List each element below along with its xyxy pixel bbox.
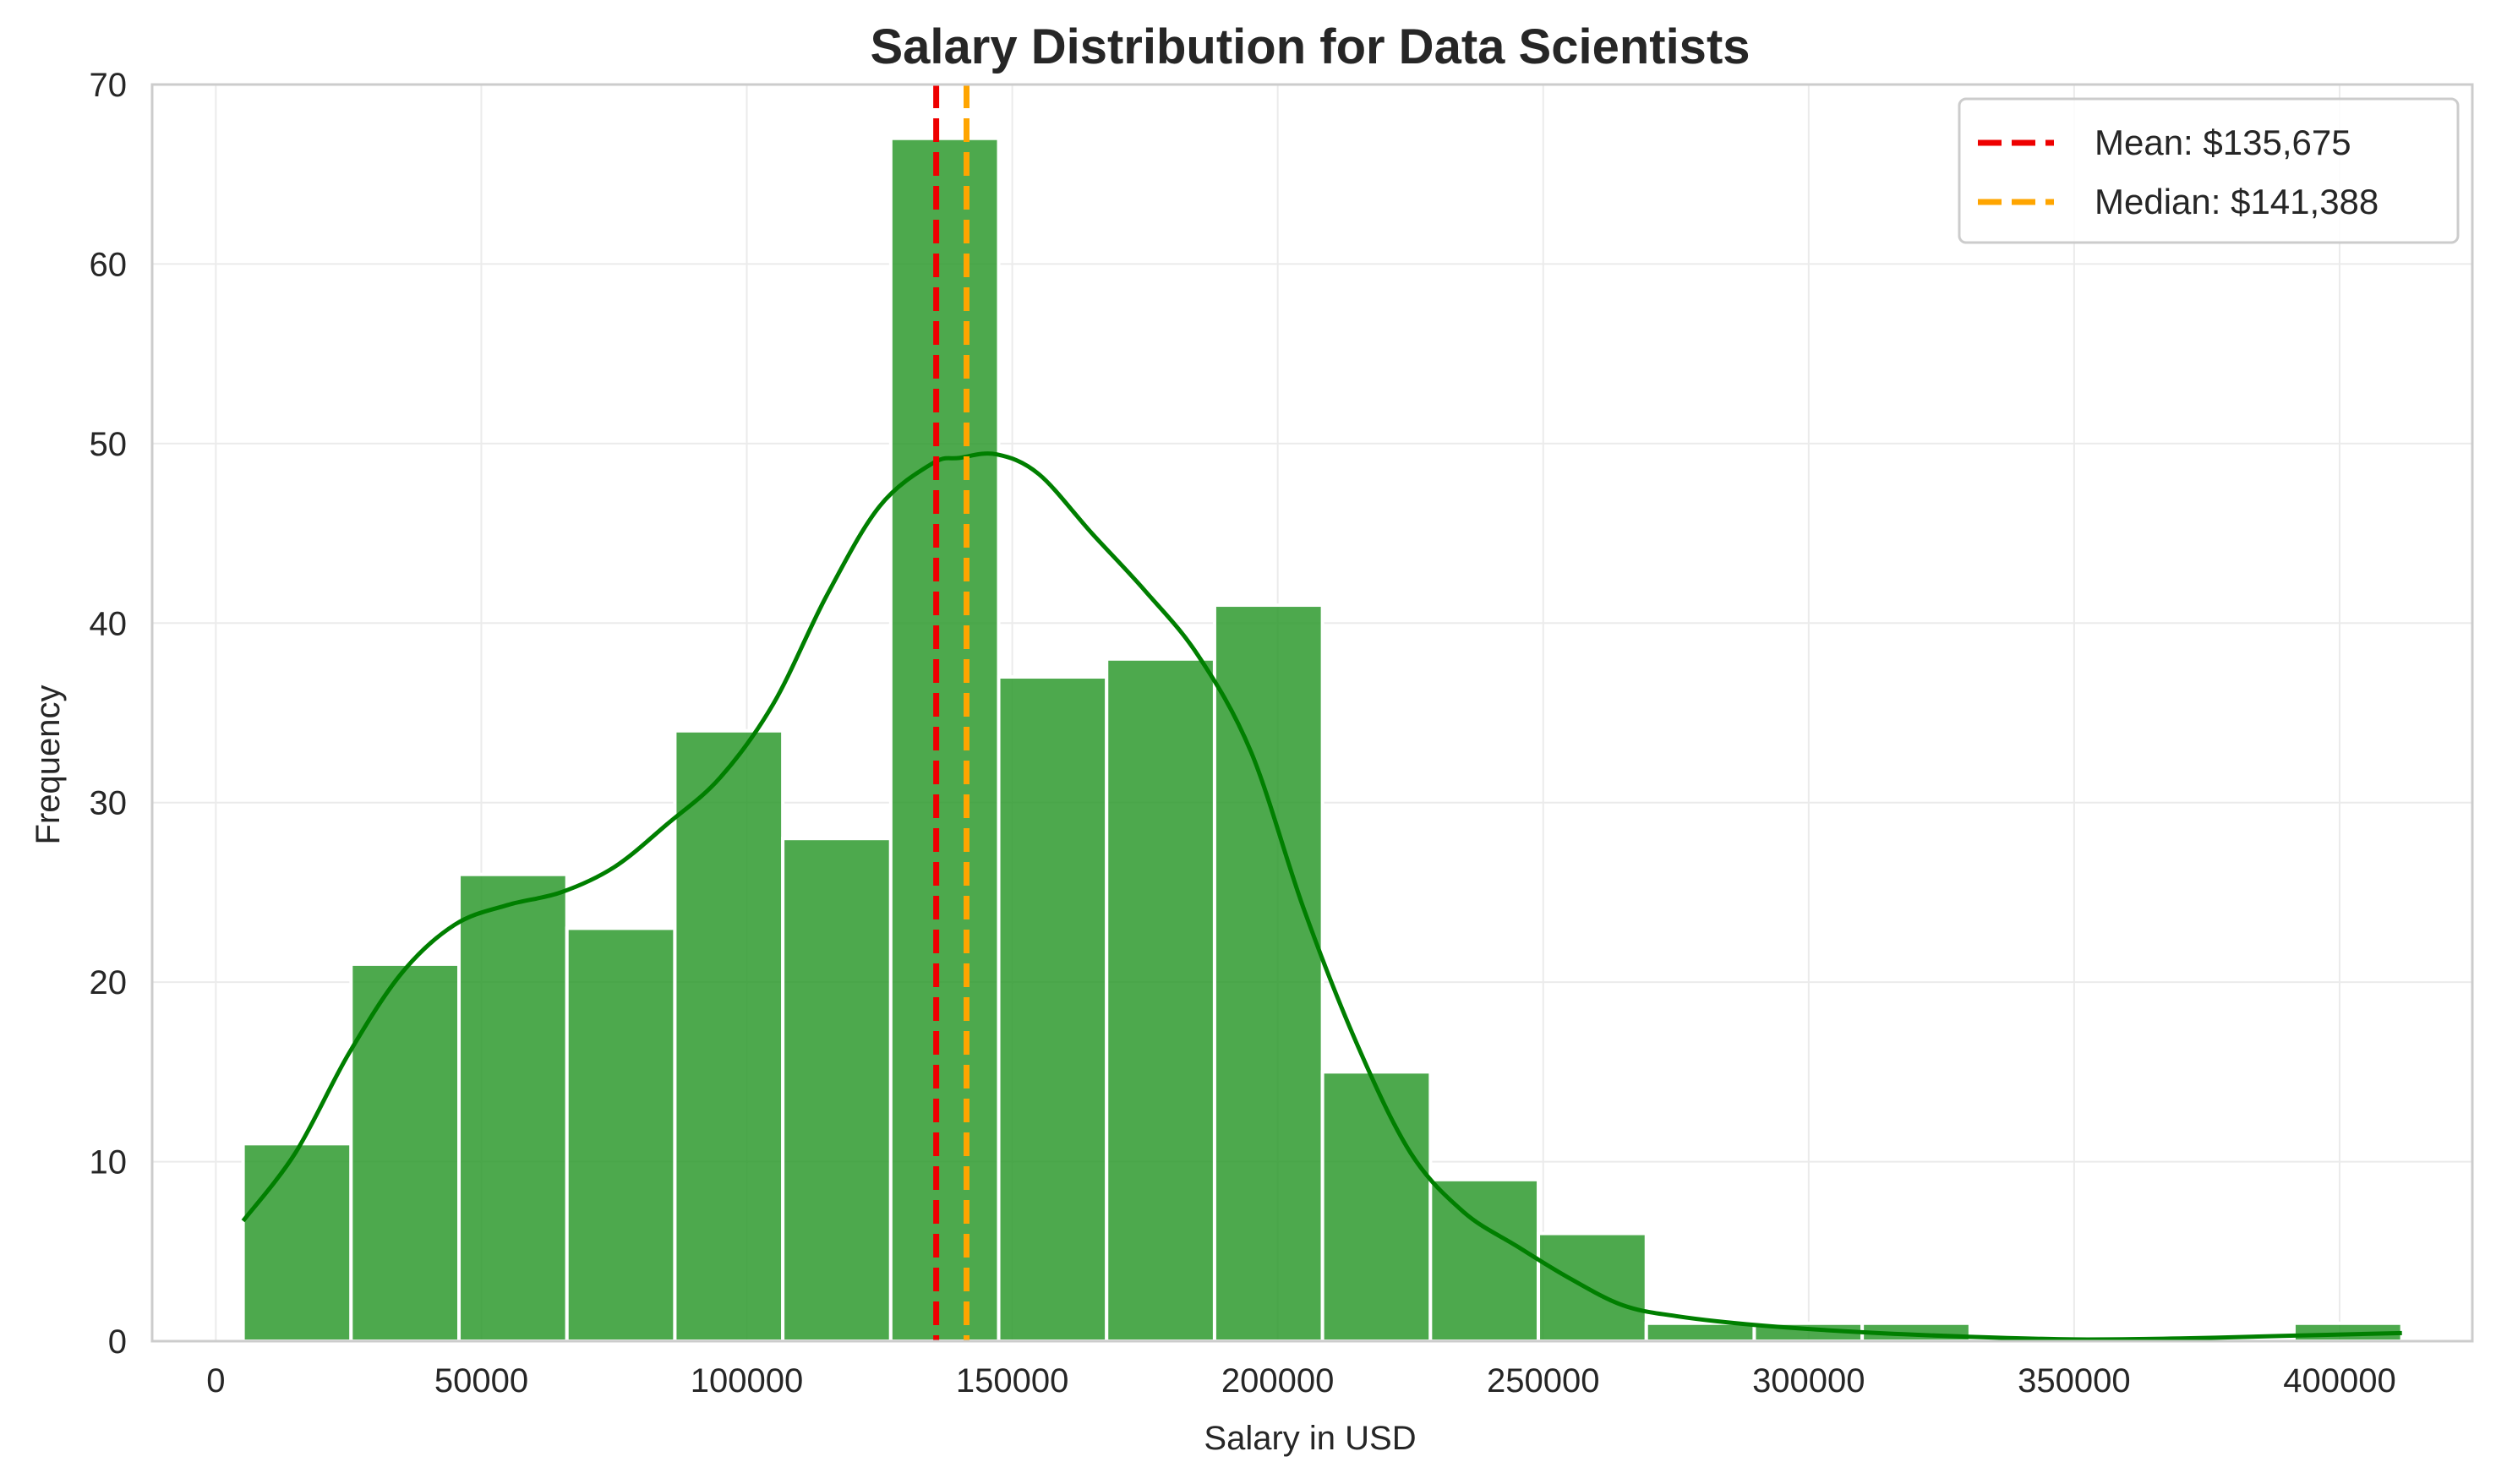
x-tick-label: 150000 [956,1362,1068,1399]
y-tick-label: 50 [90,426,128,463]
y-tick-label: 0 [108,1323,127,1361]
y-tick-label: 40 [90,605,128,642]
kde-curve [241,451,2402,1342]
reference-lines [933,85,970,1341]
x-tick-label: 300000 [1752,1362,1865,1399]
histogram-bar [1428,1177,1541,1344]
x-tick-label: 200000 [1221,1362,1334,1399]
y-axis-ticks: 0 10 20 30 40 50 60 70 [90,67,128,1361]
histogram-bars [241,136,2404,1344]
y-axis-label: Frequency [30,685,67,845]
y-tick-label: 20 [90,964,128,1001]
x-tick-label: 0 [206,1362,225,1399]
histogram-bar [997,675,1109,1343]
histogram-bar [565,926,677,1344]
histogram-bar [1105,657,1216,1343]
histogram-bar [457,872,569,1343]
histogram-bar [1537,1231,1648,1343]
x-tick-label: 350000 [2018,1362,2130,1399]
histogram-bar [241,1142,353,1344]
y-tick-label: 10 [90,1144,128,1181]
y-tick-label: 60 [90,246,128,283]
y-tick-label: 70 [90,67,128,104]
legend-label: Median: $141,388 [2095,182,2379,221]
x-axis-ticks: 0 50000 100000 150000 200000 250000 300000 3500… [206,1362,2395,1399]
plot-frame [150,83,2474,1343]
x-axis-label: Salary in USD [1204,1420,1416,1457]
x-tick-label: 400000 [2283,1362,2395,1399]
histogram-bar [1212,603,1324,1343]
histogram-bar [349,962,462,1344]
kde-curve-group [241,451,2402,1342]
histogram-bar [781,837,893,1343]
legend-label: Mean: $135,675 [2095,123,2351,162]
x-tick-label: 250000 [1487,1362,1599,1399]
histogram-bar [888,136,1001,1344]
y-tick-label: 30 [90,785,128,822]
histogram-bar [673,728,785,1343]
legend: Mean: $135,675 Median: $141,388 [1958,97,2460,244]
legend-box [1958,97,2460,244]
x-tick-label: 50000 [434,1362,528,1399]
histogram-bar [1644,1321,1756,1344]
x-tick-label: 100000 [691,1362,803,1399]
chart-title: Salary Distribution for Data Scientists [870,19,1750,74]
histogram-bar [1320,1070,1433,1344]
